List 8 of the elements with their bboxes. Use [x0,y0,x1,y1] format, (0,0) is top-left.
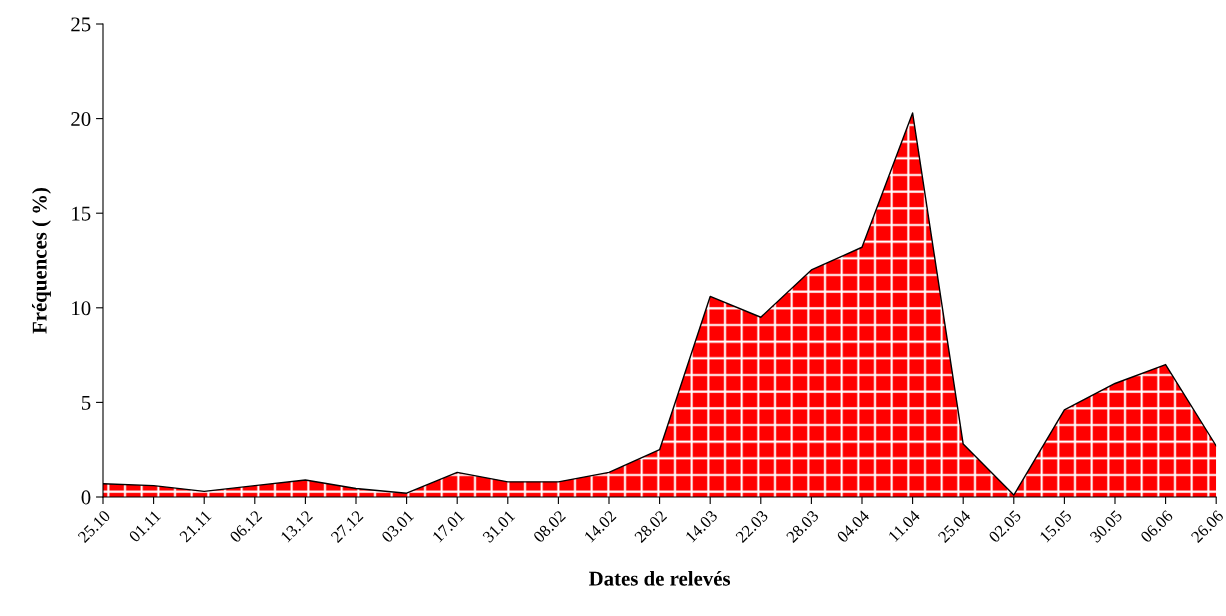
y-tick-label: 10 [72,301,91,316]
y-tick-label: 5 [81,395,91,410]
y-tick-label: 15 [72,206,91,221]
y-tick-label: 25 [71,17,91,32]
y-tick-label: 0 [81,490,91,505]
x-axis-title: Dates de relevés [588,570,731,586]
y-axis-title: Fréquences ( %) [32,187,51,334]
y-tick-label: 20 [71,111,91,127]
